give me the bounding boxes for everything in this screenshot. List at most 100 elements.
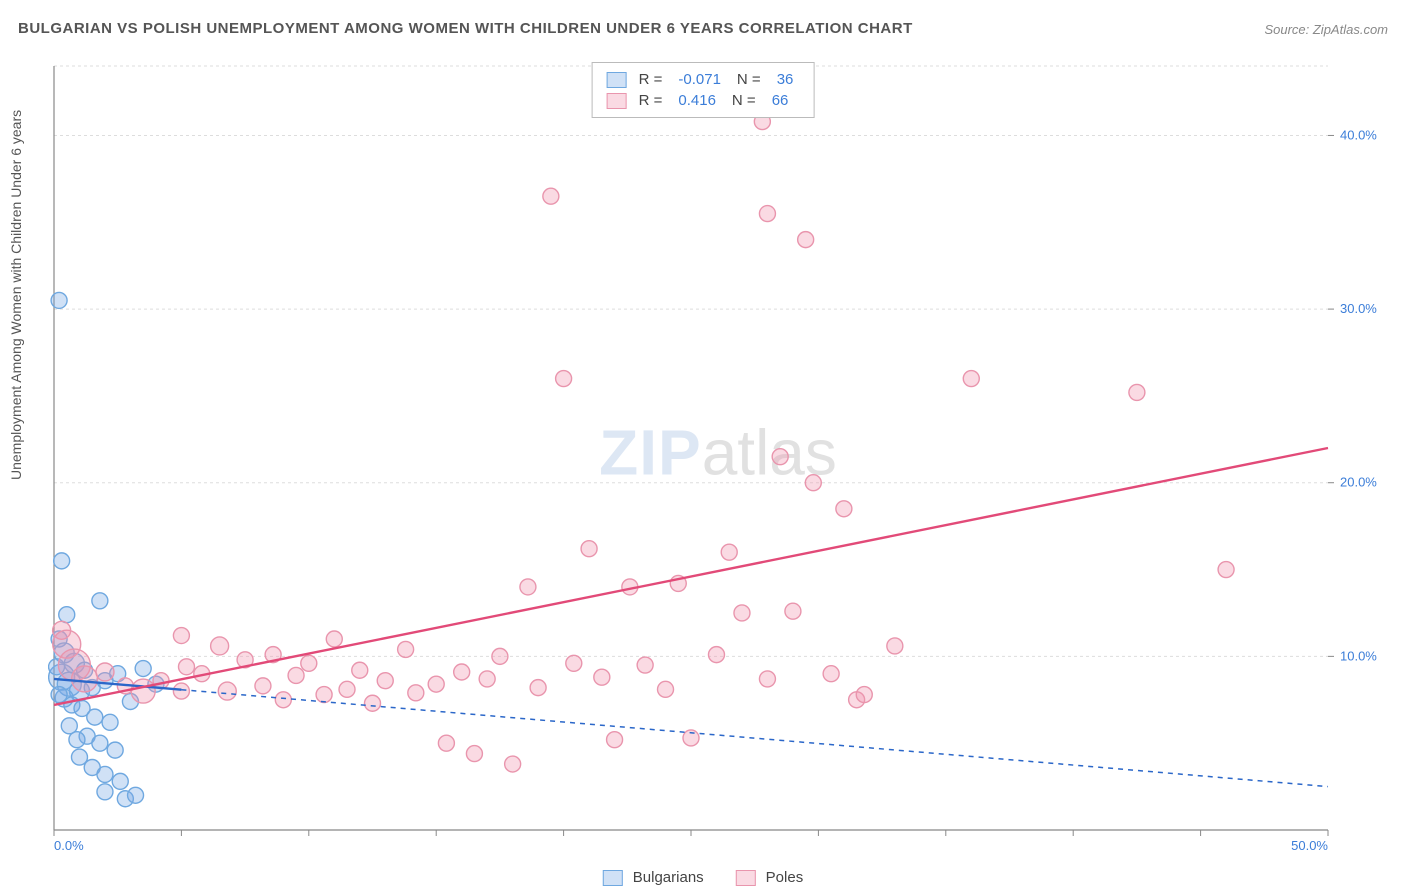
- data-point: [51, 292, 67, 308]
- data-point: [173, 628, 189, 644]
- data-point: [594, 669, 610, 685]
- chart-svg: 0.0% 50.0% 10.0% 20.0% 30.0% 40.0%: [48, 60, 1388, 860]
- bulgarians-legend-swatch-icon: [603, 870, 623, 886]
- data-point: [339, 681, 355, 697]
- data-point: [218, 682, 236, 700]
- stats-row-poles: R = 0.416 N = 66: [607, 90, 800, 111]
- data-point: [92, 593, 108, 609]
- poles-swatch-icon: [607, 93, 627, 109]
- data-point: [492, 648, 508, 664]
- data-point: [721, 544, 737, 560]
- legend-label-bulgarians: Bulgarians: [633, 869, 704, 886]
- data-point: [734, 605, 750, 621]
- data-point: [856, 687, 872, 703]
- data-point: [365, 695, 381, 711]
- data-point: [211, 637, 229, 655]
- data-point: [131, 679, 155, 703]
- data-point: [505, 756, 521, 772]
- stats-n-label: N =: [737, 69, 761, 90]
- data-point: [301, 655, 317, 671]
- x-tick-label: 0.0%: [54, 838, 84, 853]
- legend-label-poles: Poles: [766, 869, 804, 886]
- data-point: [102, 714, 118, 730]
- data-point: [708, 647, 724, 663]
- data-point: [479, 671, 495, 687]
- data-point: [51, 687, 67, 703]
- x-tick-label: 50.0%: [1291, 838, 1328, 853]
- stats-n-label: N =: [732, 90, 756, 111]
- data-point: [352, 662, 368, 678]
- data-point: [454, 664, 470, 680]
- y-tick-label: 30.0%: [1340, 301, 1377, 316]
- bulgarians-swatch-icon: [607, 72, 627, 88]
- data-point: [153, 673, 169, 689]
- data-point: [275, 692, 291, 708]
- data-point: [805, 475, 821, 491]
- trend-line: [54, 448, 1328, 705]
- stats-legend-box: R = -0.071 N = 36 R = 0.416 N = 66: [592, 62, 815, 118]
- data-point: [398, 641, 414, 657]
- data-point: [326, 631, 342, 647]
- data-point: [438, 735, 454, 751]
- data-point: [1129, 384, 1145, 400]
- y-tick-label: 10.0%: [1340, 648, 1377, 663]
- data-point: [288, 667, 304, 683]
- data-point: [135, 661, 151, 677]
- data-point: [658, 681, 674, 697]
- y-axis-label: Unemployment Among Women with Children U…: [8, 110, 24, 480]
- y-tick-label: 20.0%: [1340, 475, 1377, 490]
- data-point: [408, 685, 424, 701]
- scatter-chart: ZIPatlas 0.0%50.0%10.0%20.0%30.0%40.0%: [48, 60, 1388, 860]
- data-point: [785, 603, 801, 619]
- data-point: [887, 638, 903, 654]
- stats-r-poles: 0.416: [678, 90, 716, 111]
- data-point: [87, 709, 103, 725]
- data-point: [316, 687, 332, 703]
- data-point: [255, 678, 271, 694]
- data-point: [607, 732, 623, 748]
- data-point: [556, 371, 572, 387]
- data-point: [836, 501, 852, 517]
- stats-n-poles: 66: [772, 90, 789, 111]
- data-point: [97, 766, 113, 782]
- data-point: [543, 188, 559, 204]
- legend-item-poles: Poles: [736, 869, 804, 886]
- data-point: [759, 671, 775, 687]
- data-point: [97, 784, 113, 800]
- x-axis-legend: Bulgarians Poles: [593, 867, 813, 888]
- data-point: [466, 746, 482, 762]
- data-point: [566, 655, 582, 671]
- data-point: [178, 659, 194, 675]
- stats-r-bulgarians: -0.071: [678, 69, 721, 90]
- data-point: [96, 663, 114, 681]
- y-tick-label: 40.0%: [1340, 127, 1377, 142]
- data-point: [128, 787, 144, 803]
- poles-legend-swatch-icon: [736, 870, 756, 886]
- data-point: [69, 732, 85, 748]
- data-point: [759, 206, 775, 222]
- data-point: [823, 666, 839, 682]
- data-point: [173, 683, 189, 699]
- data-point: [107, 742, 123, 758]
- data-point: [963, 371, 979, 387]
- data-point: [581, 541, 597, 557]
- data-point: [59, 607, 75, 623]
- data-point: [520, 579, 536, 595]
- data-point: [428, 676, 444, 692]
- data-point: [112, 773, 128, 789]
- data-point: [1218, 562, 1234, 578]
- data-point: [637, 657, 653, 673]
- data-point: [92, 735, 108, 751]
- trend-line-extrapolation: [181, 690, 1328, 787]
- legend-item-bulgarians: Bulgarians: [603, 869, 704, 886]
- chart-title: BULGARIAN VS POLISH UNEMPLOYMENT AMONG W…: [18, 20, 913, 37]
- stats-r-label: R =: [639, 90, 663, 111]
- stats-row-bulgarians: R = -0.071 N = 36: [607, 69, 800, 90]
- data-point: [530, 680, 546, 696]
- data-point: [54, 553, 70, 569]
- data-point: [72, 666, 98, 692]
- stats-r-label: R =: [639, 69, 663, 90]
- data-point: [798, 232, 814, 248]
- stats-n-bulgarians: 36: [777, 69, 794, 90]
- source-attribution: Source: ZipAtlas.com: [1264, 22, 1388, 37]
